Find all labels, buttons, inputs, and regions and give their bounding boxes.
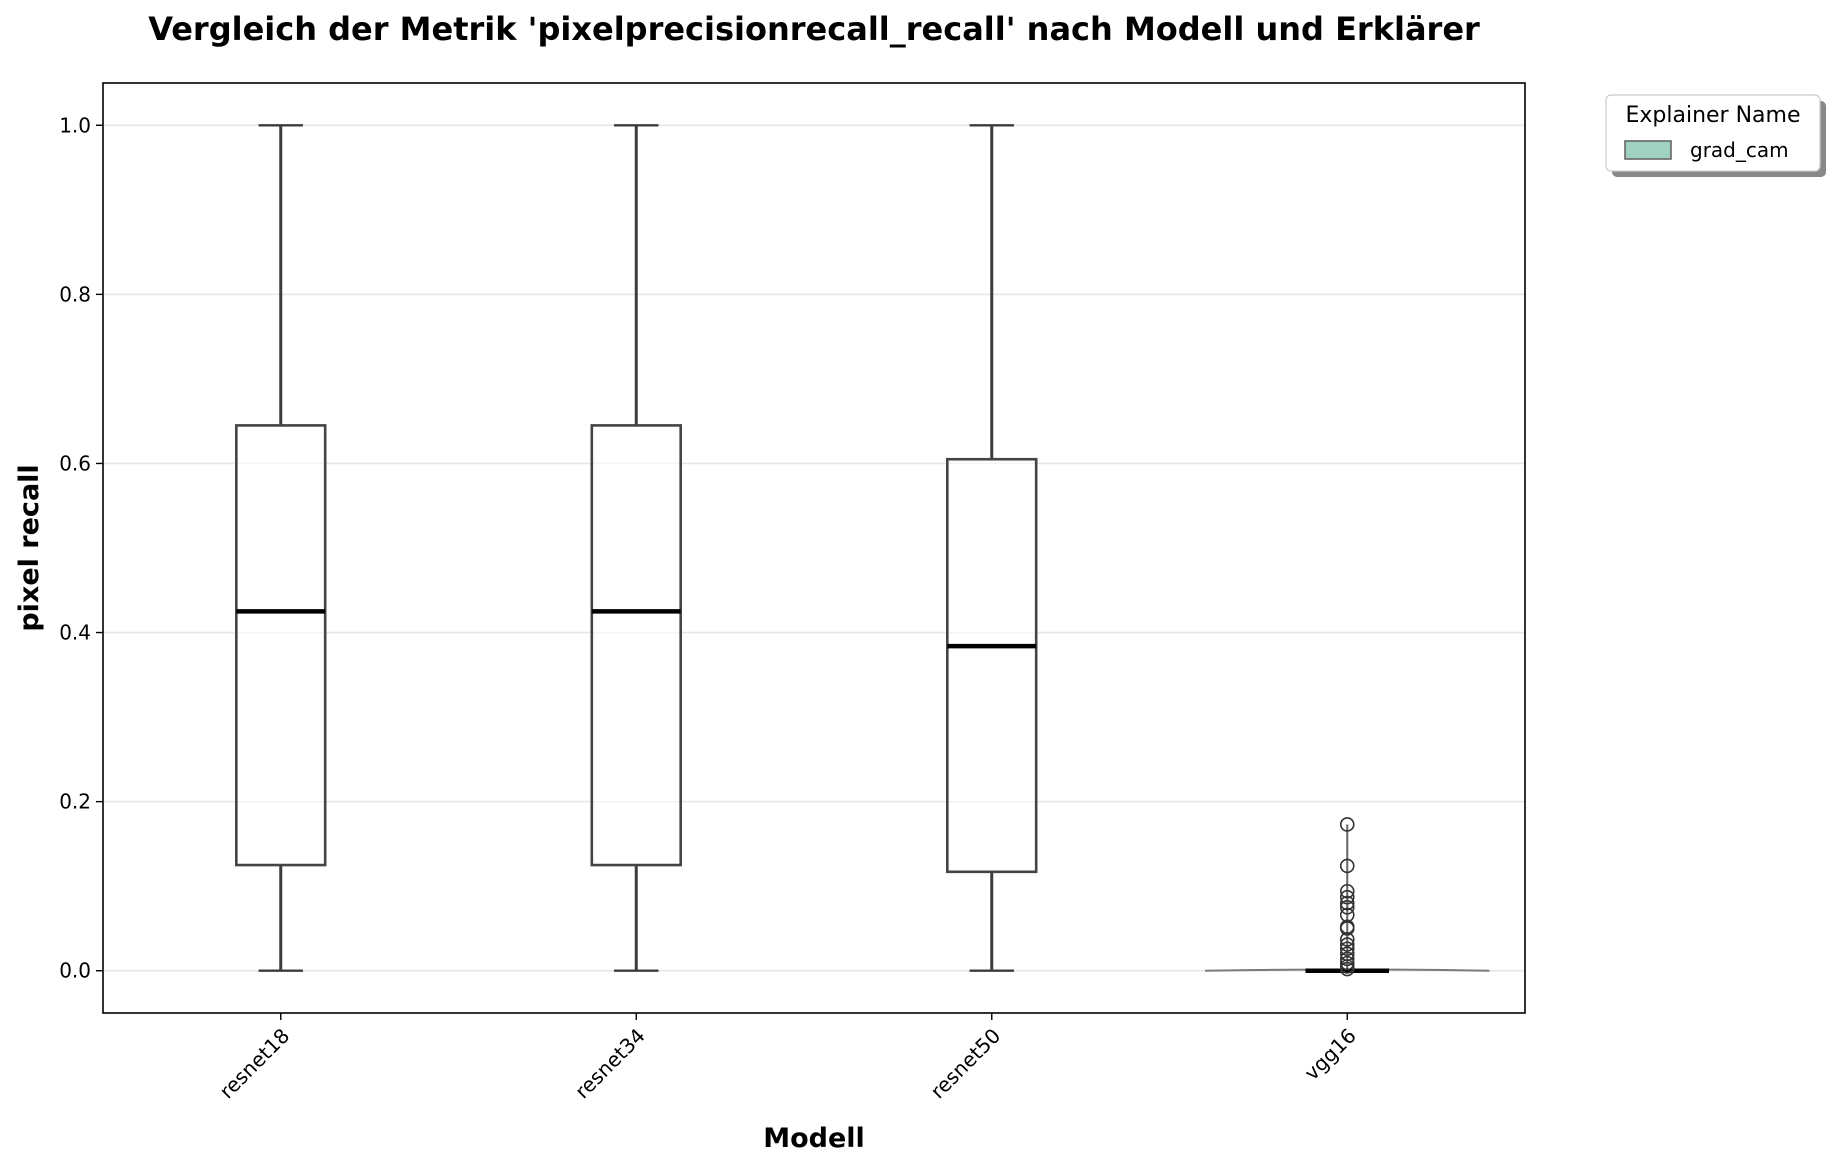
y-axis: 0.0 0.2 0.4 0.6 0.8 1.0 [59,113,103,983]
y-tick-label: 0.2 [59,790,91,814]
boxes [235,124,1490,977]
outlier-point [1339,858,1355,874]
box-resnet50 [946,124,1038,972]
outlier-point [1339,900,1355,915]
box-body [946,457,1038,874]
box-resnet18 [235,124,327,972]
outlier-point [1339,937,1355,952]
outlier-point [1339,883,1355,899]
legend: Explainer Name grad_cam [1605,94,1826,177]
outlier-point [1339,941,1355,957]
outlier-point [1339,951,1355,967]
x-tick-label: resnet50 [926,1024,1006,1104]
legend-title: Explainer Name [1625,103,1800,128]
outlier-point [1339,955,1355,971]
x-axis-label: Modell [763,1123,865,1154]
box-resnet34 [590,124,682,972]
y-tick-label: 0.0 [59,959,91,983]
gridlines [103,124,1525,972]
box-body [235,424,327,867]
x-tick-label: vgg16 [1299,1024,1360,1085]
x-tick-label: resnet18 [215,1024,295,1104]
x-axis: resnet18 resnet34 resnet50 vgg16 [215,1013,1361,1103]
chart-title: Vergleich der Metrik 'pixelprecisionreca… [148,10,1480,48]
plot-frame [102,82,1526,1014]
outlier-point [1339,921,1355,936]
box-body [590,424,682,867]
outlier-point [1339,895,1355,911]
legend-label-grad-cam: grad_cam [1690,138,1789,162]
y-axis-label: pixel recall [14,464,45,631]
outlier-point [1339,932,1355,947]
box-vgg16 [1205,817,1490,977]
y-tick-label: 1.0 [59,113,91,137]
x-tick-label: resnet34 [570,1024,650,1104]
legend-swatch-grad-cam [1624,140,1672,160]
outlier-point [1339,889,1355,905]
outlier-point [1339,961,1355,977]
y-tick-label: 0.8 [59,282,91,306]
y-tick-label: 0.4 [59,621,91,645]
y-tick-label: 0.6 [59,451,91,475]
outlier-point [1339,817,1355,832]
